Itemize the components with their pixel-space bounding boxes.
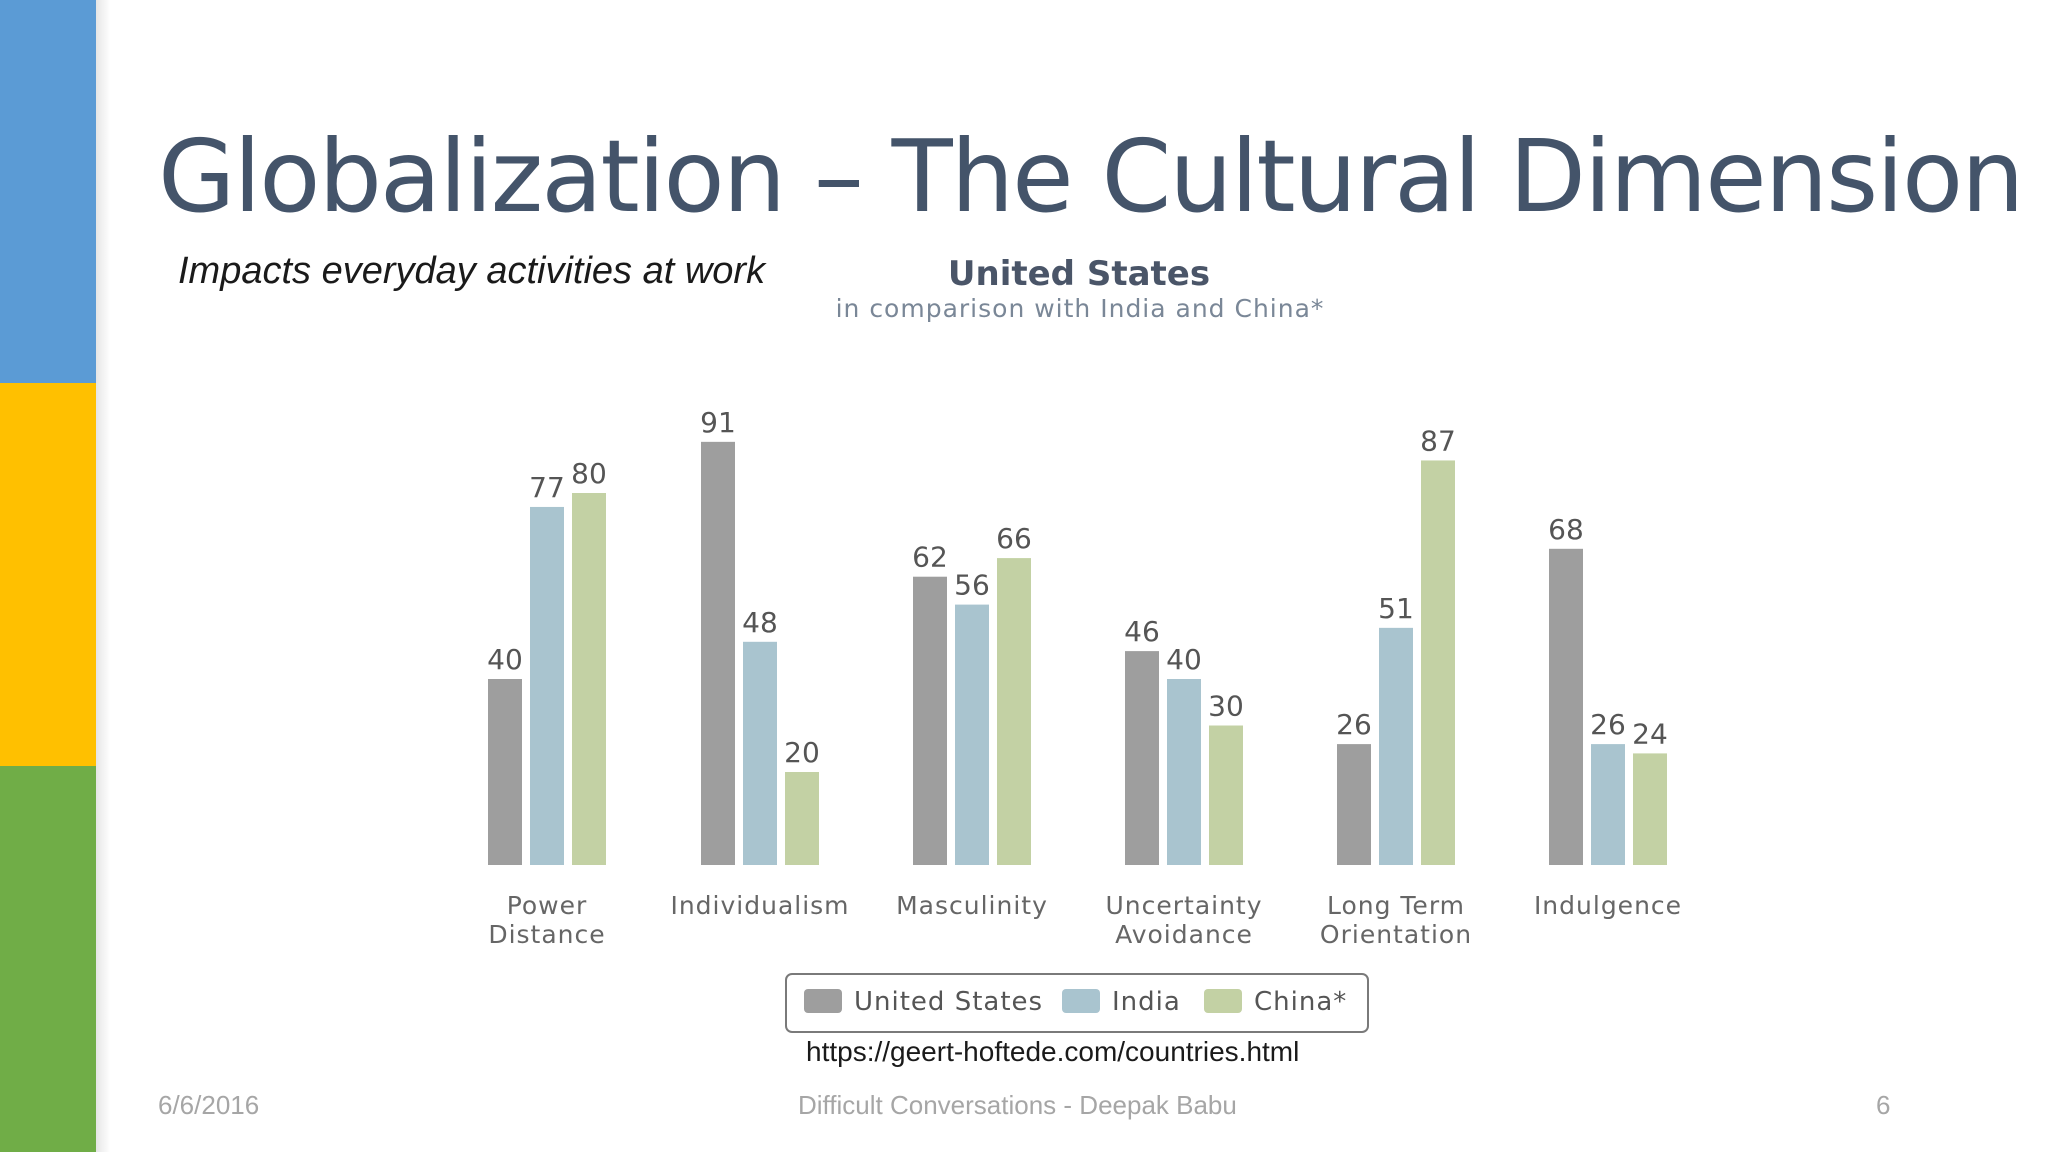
legend-swatch [1062, 989, 1100, 1013]
chart-title: United States [948, 254, 1210, 294]
category-label: Power [507, 891, 588, 920]
bar-2-1 [785, 772, 819, 865]
legend-label: India [1112, 987, 1181, 1017]
bar-0-4 [1337, 744, 1371, 865]
bar-1-0 [530, 506, 564, 865]
slide-subtitle: Impacts everyday activities at work [178, 250, 766, 292]
bar-1-4 [1379, 627, 1413, 865]
footer-center-text: Difficult Conversations - Deepak Babu [798, 1090, 1237, 1120]
bar-0-1 [701, 441, 735, 865]
category-label: Avoidance [1115, 920, 1253, 949]
category-label: Distance [488, 920, 605, 949]
category-label: Masculinity [896, 891, 1048, 920]
data-label: 62 [912, 541, 948, 574]
legend-label: United States [854, 987, 1043, 1017]
bar-2-4 [1421, 460, 1455, 865]
legend-label: China* [1254, 987, 1347, 1017]
category-label: Uncertainty [1105, 891, 1262, 920]
data-label: 48 [742, 606, 778, 639]
bar-0-3 [1125, 651, 1159, 865]
data-label: 40 [1166, 643, 1202, 676]
bar-2-0 [572, 493, 606, 865]
bar-1-3 [1167, 679, 1201, 865]
data-label: 24 [1632, 717, 1668, 750]
sidebar-yellow [0, 383, 96, 766]
data-label: 80 [571, 457, 607, 490]
data-label: 51 [1378, 592, 1414, 625]
footer-page-number: 6 [1876, 1090, 1891, 1120]
bar-1-5 [1591, 744, 1625, 865]
data-label: 26 [1590, 708, 1626, 741]
sidebar-blue [0, 0, 96, 383]
bar-2-2 [997, 558, 1031, 865]
data-label: 68 [1548, 513, 1584, 546]
category-label: Indulgence [1534, 891, 1682, 920]
bar-1-1 [743, 641, 777, 865]
bar-2-5 [1633, 753, 1667, 865]
legend-swatch [804, 989, 842, 1013]
category-label: Orientation [1320, 920, 1472, 949]
bar-0-0 [488, 679, 522, 865]
category-label: Long Term [1327, 891, 1465, 920]
data-label: 66 [996, 522, 1032, 555]
data-label: 91 [700, 406, 736, 439]
slide-title: Globalization – The Cultural Dimension [158, 118, 2025, 235]
data-label: 77 [529, 471, 565, 504]
data-label: 87 [1420, 424, 1456, 457]
sidebar-shadow [96, 0, 110, 1152]
sidebar-green [0, 766, 96, 1152]
bar-0-2 [913, 576, 947, 865]
footer-date: 6/6/2016 [158, 1090, 260, 1120]
data-label: 56 [954, 569, 990, 602]
data-label: 46 [1124, 615, 1160, 648]
data-label: 20 [784, 736, 820, 769]
data-label: 30 [1208, 690, 1244, 723]
data-label: 40 [487, 643, 523, 676]
chart-subtitle: in comparison with India and China* [836, 294, 1325, 323]
legend-swatch [1204, 989, 1242, 1013]
source-url: https://geert-hoftede.com/countries.html [806, 1036, 1300, 1067]
category-label: Individualism [670, 891, 849, 920]
bar-0-5 [1549, 548, 1583, 865]
bar-1-2 [955, 604, 989, 865]
bar-2-3 [1209, 725, 1243, 865]
data-label: 26 [1336, 708, 1372, 741]
